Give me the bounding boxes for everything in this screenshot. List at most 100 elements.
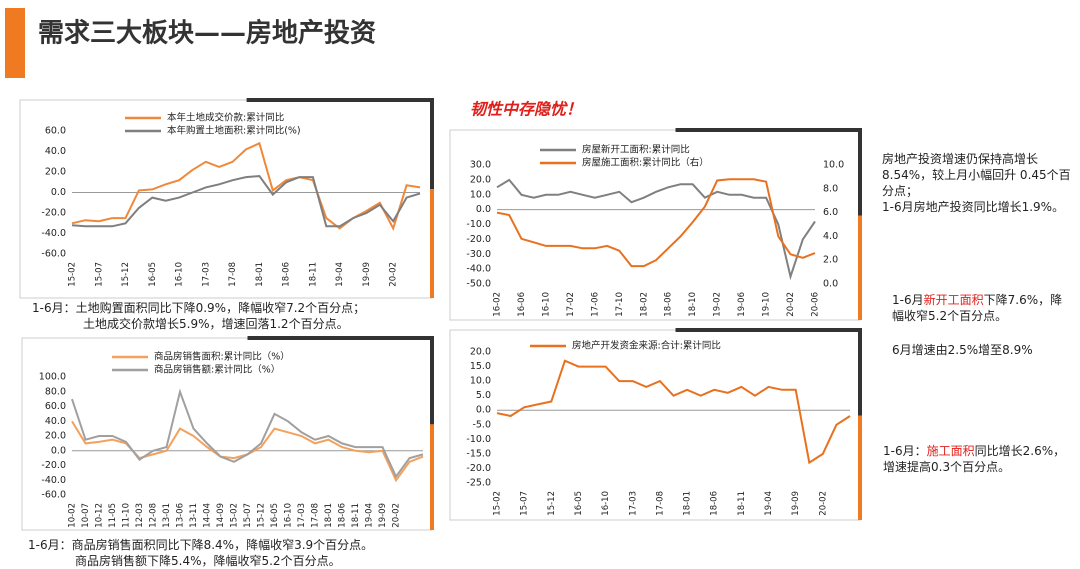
- x-tick-label: 20-02: [786, 292, 796, 317]
- x-tick-label: 12-03: [135, 503, 145, 528]
- x-tick-label: 19-10: [762, 292, 772, 317]
- x-tick-label: 17-03: [297, 503, 307, 528]
- funding-note: 6月增速由2.5%增至8.9%: [892, 343, 1033, 357]
- x-tick-label: 15-07: [94, 262, 104, 287]
- y-tick-label: -20.0: [466, 234, 491, 245]
- y-tick-label: 100.0: [39, 372, 66, 383]
- y-tick-label: -50.0: [466, 279, 491, 290]
- y2-tick-label: 4.0: [823, 231, 838, 242]
- y-tick-label: -40.0: [466, 264, 491, 275]
- invest-note: 房地产投资增速仍保持高增长8.54%，较上月小幅回升 0.45个百分点； 1-6…: [882, 151, 1078, 215]
- x-tick-label: 16-05: [148, 262, 158, 287]
- x-tick-label: 16-05: [270, 503, 280, 528]
- y2-tick-label: 6.0: [823, 207, 838, 218]
- x-tick-label: 16-10: [284, 503, 294, 528]
- x-tick-label: 16-05: [574, 491, 584, 516]
- series-line: [71, 175, 421, 228]
- x-tick-label: 19-09: [791, 491, 801, 516]
- frame-accent: [675, 328, 862, 416]
- legend-label: 商品房销售额:累计同比（%）: [154, 364, 280, 376]
- x-tick-label: 18-06: [282, 262, 292, 287]
- subtitle: 韧性中存隐忧！: [470, 100, 582, 119]
- x-tick-label: 17-03: [201, 262, 211, 287]
- x-tick-label: 17-08: [311, 503, 321, 528]
- frame-accent: [675, 128, 862, 216]
- x-tick-label: 14-04: [203, 503, 213, 528]
- construction-note: 1-6月：施工面积同比增长2.6%，增速提高0.3个百分点。: [883, 443, 1073, 475]
- x-tick-label: 14-09: [216, 503, 226, 528]
- x-tick-label: 20-06: [811, 292, 821, 317]
- y2-tick-label: 2.0: [823, 255, 838, 266]
- y-tick-label: -40.0: [41, 228, 66, 239]
- x-tick-label: 11-05: [108, 503, 118, 528]
- x-tick-label: 18-01: [255, 262, 265, 287]
- x-tick-label: 18-06: [710, 491, 720, 516]
- y-tick-label: 40.0: [45, 416, 66, 427]
- new-start-note: 1-6月新开工面积下降7.6%，降幅收窄5.2个百分点。: [892, 292, 1072, 324]
- y-tick-label: 0.0: [476, 204, 491, 215]
- x-tick-label: 15-07: [243, 503, 253, 528]
- y-tick-label: -10.0: [466, 219, 491, 230]
- y-tick-label: -10.0: [466, 434, 491, 445]
- y-tick-label: 15.0: [470, 361, 491, 372]
- x-tick-label: 18-11: [308, 262, 318, 287]
- land-note-1: 1-6月：土地购置面积同比下降0.9%，降幅收窄7.2个百分点；: [32, 301, 366, 315]
- x-tick-label: 16-10: [601, 491, 611, 516]
- sales-note-1: 1-6月：商品房销售面积同比下降8.4%，降幅收窄3.9个百分点。: [28, 538, 374, 552]
- x-tick-label: 15-02: [230, 503, 240, 528]
- x-tick-label: 18-01: [324, 503, 334, 528]
- x-tick-label: 17-08: [228, 262, 238, 287]
- x-tick-label: 10-07: [81, 503, 91, 528]
- legend-label: 本年土地成交价款:累计同比: [167, 112, 284, 124]
- x-tick-label: 17-08: [655, 491, 665, 516]
- series-line: [496, 178, 816, 268]
- x-tick-label: 18-10: [688, 292, 698, 317]
- series-line: [71, 388, 424, 479]
- y-tick-label: 30.0: [470, 160, 491, 171]
- x-tick-label: 16-10: [541, 292, 551, 317]
- slide-title: 需求三大板块——房地产投资: [38, 19, 376, 49]
- x-tick-label: 19-04: [335, 262, 345, 287]
- legend-label: 房地产开发资金来源:合计:累计同比: [572, 340, 721, 352]
- x-tick-label: 17-06: [590, 292, 600, 317]
- x-tick-label: 13-11: [189, 503, 199, 528]
- y-tick-label: 40.0: [45, 146, 66, 157]
- x-tick-label: 12-08: [149, 503, 159, 528]
- frame-accent: [247, 336, 434, 425]
- note-text: 同比增长2.6%，增速提高0.3个百分点。: [883, 444, 1066, 474]
- x-tick-label: 10-02: [68, 503, 78, 528]
- x-tick-label: 19-09: [378, 503, 388, 528]
- x-tick-label: 20-02: [392, 503, 402, 528]
- y-tick-label: 10.0: [470, 376, 491, 387]
- y-tick-label: -60.0: [41, 490, 66, 501]
- x-tick-label: 19-09: [362, 262, 372, 287]
- x-tick-label: 19-04: [764, 491, 774, 516]
- x-tick-label: 20-02: [389, 262, 399, 287]
- series-line: [71, 141, 421, 232]
- y2-tick-label: 8.0: [823, 183, 838, 194]
- y-tick-label: -60.0: [41, 249, 66, 260]
- x-tick-label: 15-07: [520, 491, 530, 516]
- x-tick-label: 10-12: [95, 503, 105, 528]
- legend-label: 房屋施工面积:累计同比（右）: [582, 157, 709, 169]
- y-tick-label: -5.0: [472, 419, 491, 430]
- y-tick-label: 20.0: [470, 174, 491, 185]
- x-tick-label: 13-01: [162, 503, 172, 528]
- series-line: [496, 178, 816, 281]
- note-highlight: 施工面积: [926, 444, 975, 458]
- legend-label: 商品房销售面积:累计同比（%）: [154, 351, 290, 363]
- y-tick-label: 60.0: [45, 401, 66, 412]
- invest-note-2: 1-6月房地产投资同比增长1.9%。: [882, 200, 1065, 214]
- y-tick-label: 80.0: [45, 386, 66, 397]
- y-tick-label: -15.0: [466, 448, 491, 459]
- x-tick-label: 16-10: [175, 262, 185, 287]
- x-tick-label: 17-02: [566, 292, 576, 317]
- y-tick-label: -30.0: [466, 249, 491, 260]
- y-tick-label: 20.0: [470, 347, 491, 358]
- frame-accent: [246, 98, 434, 190]
- y-tick-label: 60.0: [45, 126, 66, 137]
- x-tick-label: 18-06: [664, 292, 674, 317]
- y-tick-label: -25.0: [466, 478, 491, 489]
